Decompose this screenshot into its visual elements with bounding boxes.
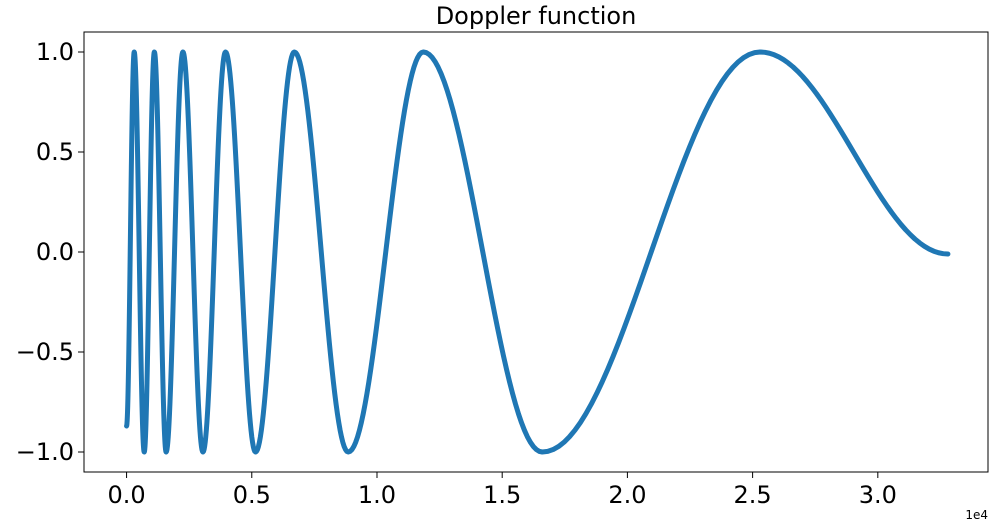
chart-title: Doppler function [436, 2, 637, 30]
y-tick-label: 0.0 [36, 238, 74, 266]
x-tick-label: 1.5 [483, 481, 521, 509]
x-tick-label: 0.5 [233, 481, 271, 509]
y-tick-label: 1.0 [36, 38, 74, 66]
y-axis: 1.0 0.5 0.0 −0.5 −1.0 [16, 38, 84, 466]
x-tick-label: 2.5 [734, 481, 772, 509]
x-axis-offset-label: 1e4 [965, 508, 988, 522]
x-axis: 0.0 0.5 1.0 1.5 2.0 2.5 3.0 [107, 472, 897, 509]
x-tick-label: 0.0 [107, 481, 145, 509]
x-tick-label: 2.0 [608, 481, 646, 509]
y-tick-label: −0.5 [16, 338, 74, 366]
x-tick-label: 3.0 [859, 481, 897, 509]
y-tick-label: −1.0 [16, 438, 74, 466]
doppler-series-line [124, 49, 951, 455]
y-tick-label: 0.5 [36, 138, 74, 166]
x-tick-label: 1.0 [358, 481, 396, 509]
